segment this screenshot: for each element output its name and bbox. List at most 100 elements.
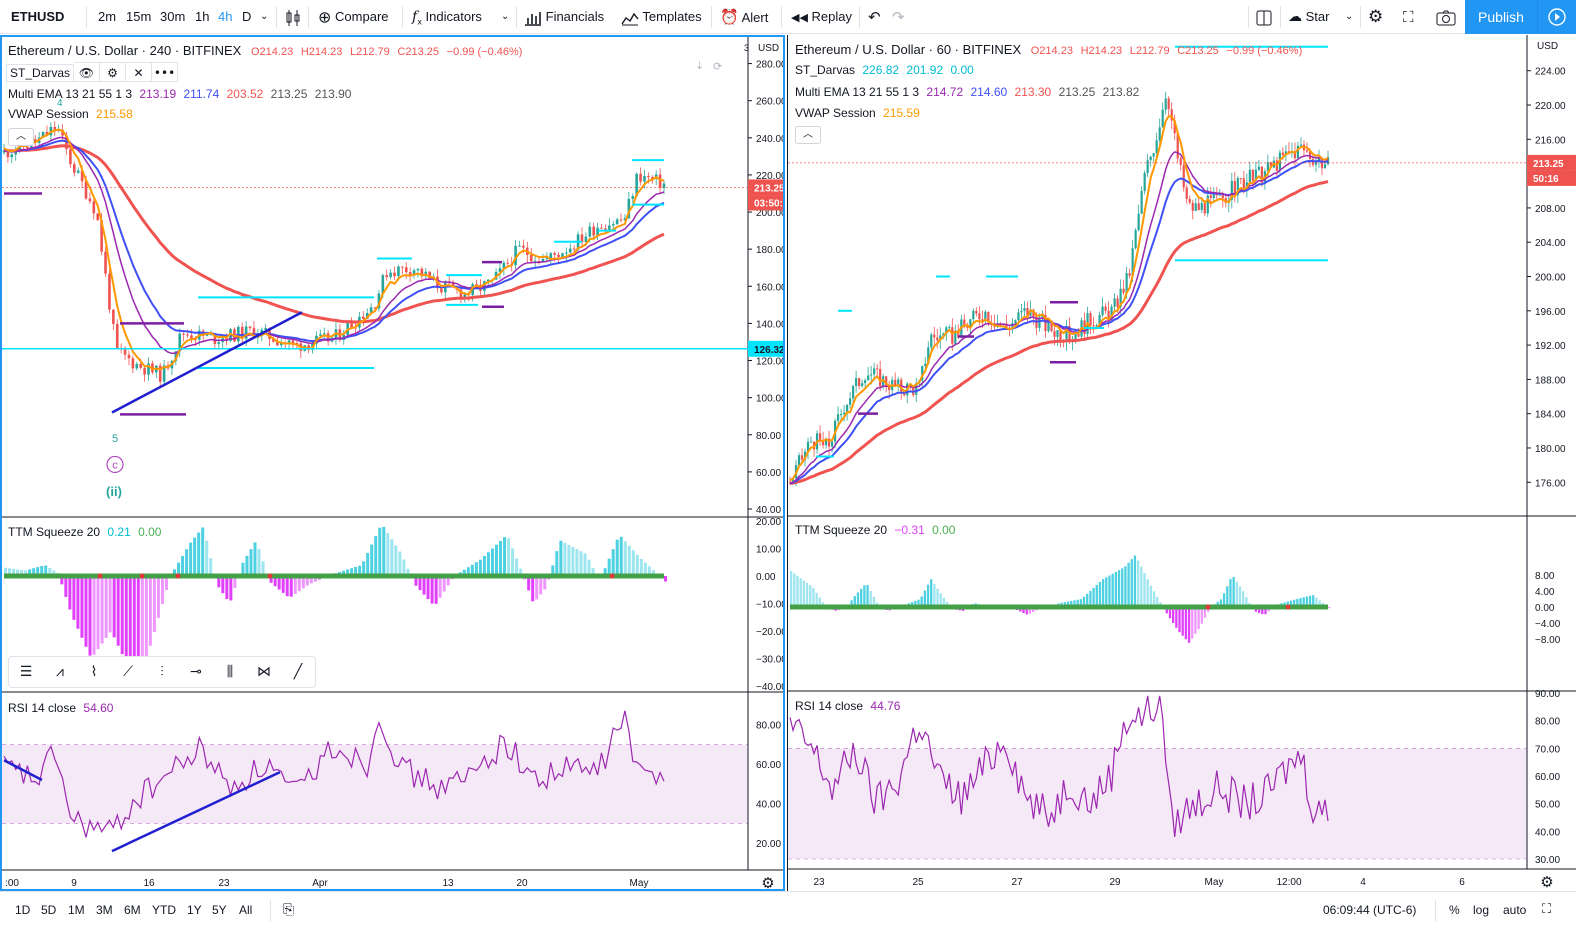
right-legend-ema[interactable]: Multi EMA 13 21 55 1 3 214.72 214.60 213… — [795, 85, 1139, 99]
candle-body — [322, 333, 326, 335]
left-legend-darvas[interactable]: ST_Darvas 👁 ⚙ ✕ ••• — [6, 62, 179, 82]
interval-D[interactable]: D — [242, 9, 252, 24]
ema-55-line — [3, 144, 665, 324]
candle-body — [1248, 169, 1251, 183]
right-ttm-legend[interactable]: TTM Squeeze 20 −0.31 0.00 — [795, 523, 955, 537]
right-darvas-v2: 201.92 — [906, 63, 944, 77]
range-5Y[interactable]: 5Y — [212, 903, 227, 917]
range-3M[interactable]: 3M — [96, 903, 113, 917]
right-legend-vwap[interactable]: VWAP Session 215.59 — [795, 106, 920, 120]
percent-scale-toggle[interactable]: % — [1449, 903, 1460, 917]
collapse-legend-chevron-up-icon[interactable]: ︿ — [795, 126, 821, 144]
range-All[interactable]: All — [239, 903, 253, 917]
log-scale-toggle[interactable]: log — [1473, 903, 1490, 917]
candle-body — [924, 363, 927, 366]
remove-indicator-close-icon[interactable]: ✕ — [126, 62, 153, 82]
interval-dropdown-chevron-icon[interactable]: ⌄ — [260, 11, 269, 22]
compare-label: Compare — [335, 9, 389, 24]
financials-button[interactable]: Financials — [524, 0, 604, 34]
gann-fan-icon[interactable]: ⫼ — [226, 664, 234, 680]
range-5D[interactable]: 5D — [41, 903, 57, 917]
left-ttm-legend[interactable]: TTM Squeeze 20 0.21 0.00 — [8, 525, 161, 539]
left-symbol-title[interactable]: Ethereum / U.S. Dollar · 240 · BITFINEX — [8, 43, 242, 58]
save-layout-button[interactable]: ☁ Star — [1288, 0, 1329, 34]
toolbar-divider — [1360, 6, 1361, 28]
left-legend-ema[interactable]: Multi EMA 13 21 55 1 3 213.19 211.74 203… — [8, 87, 351, 101]
left-legend-vwap[interactable]: VWAP Session 215.58 — [8, 107, 133, 121]
layout-button[interactable] — [1256, 0, 1272, 34]
symbol-search[interactable]: ETHUSD — [11, 9, 65, 24]
range-1Y[interactable]: 1Y — [187, 903, 202, 917]
clock-display[interactable]: 06:09:44 (UTC-6) — [1323, 903, 1417, 917]
indicators-chevron-icon[interactable]: ⌄ — [501, 11, 510, 22]
right-chart-canvas[interactable]: USD224.00220.00216.00212.00208.00204.002… — [788, 35, 1576, 891]
redo-icon[interactable]: ↷ — [892, 8, 905, 26]
interval-4h[interactable]: 4h — [218, 9, 233, 24]
fullscreen-icon[interactable]: ⛶ — [1403, 8, 1414, 26]
left-rsi-legend[interactable]: RSI 14 close 54.60 — [8, 701, 113, 715]
candle-body — [1077, 334, 1080, 337]
last-price-tag — [748, 179, 783, 196]
range-6M[interactable]: 6M — [124, 903, 141, 917]
layout-chevron-icon[interactable]: ⌄ — [1345, 11, 1354, 22]
chart-style-button[interactable] — [285, 0, 301, 34]
interval-2m[interactable]: 2m — [98, 9, 117, 24]
xabcd-pattern-icon[interactable]: ⋈ — [257, 664, 271, 680]
squeeze-histogram-bar — [571, 547, 575, 576]
rsi-tick-label: 50.00 — [1535, 800, 1560, 811]
collapse-legend-chevron-up-icon[interactable]: ︿ — [8, 128, 34, 146]
range-1M[interactable]: 1M — [68, 903, 85, 917]
squeeze-histogram-bar — [281, 576, 285, 593]
interval-1h[interactable]: 1h — [195, 9, 210, 24]
interval-30m[interactable]: 30m — [160, 9, 186, 24]
candle-body — [803, 451, 807, 460]
currency-label: USD — [1537, 41, 1558, 52]
squeeze-histogram-bar — [148, 576, 152, 646]
indicator-settings-gear-icon[interactable]: ⚙ — [100, 62, 127, 82]
right-symbol-title[interactable]: Ethereum / U.S. Dollar · 60 · BITFINEX — [795, 42, 1022, 57]
settings-gear-icon[interactable]: ⚙ — [1368, 7, 1384, 27]
publish-button[interactable]: Publish — [1465, 0, 1537, 34]
undo-icon[interactable]: ↶ — [868, 8, 881, 26]
left-chart-canvas[interactable]: USD3280.00260.00240.00220.00200.00180.00… — [2, 37, 783, 889]
alert-button[interactable]: ⏰ Alert — [720, 0, 768, 34]
date-range-calendar-icon[interactable]: ⎘ — [283, 902, 295, 918]
wave-label-ii: (ii) — [106, 484, 122, 499]
candle-body — [295, 342, 299, 344]
range-YTD[interactable]: YTD — [152, 903, 176, 917]
right-chart[interactable]: USD224.00220.00216.00212.00208.00204.002… — [787, 35, 1576, 891]
candle-body — [1203, 203, 1206, 214]
play-button[interactable] — [1537, 0, 1576, 34]
right-rsi-legend[interactable]: RSI 14 close 44.76 — [795, 699, 900, 713]
squeeze-histogram-bar — [92, 576, 96, 655]
squeeze-histogram-bar — [374, 536, 378, 576]
replay-button[interactable]: ◀◀ Replay — [791, 0, 852, 34]
range-1D[interactable]: 1D — [15, 903, 31, 917]
horizontal-lines-icon[interactable]: ☰ — [19, 664, 33, 680]
visibility-eye-icon[interactable]: 👁 — [74, 62, 101, 82]
horizontal-ray-icon[interactable]: ⊸ — [190, 664, 202, 680]
templates-button[interactable]: Templates — [621, 0, 702, 34]
wave-pattern-icon[interactable]: ⌇ — [90, 664, 98, 680]
pitchfork-icon[interactable]: ⫶ — [160, 664, 164, 680]
fit-screen-corners-icon[interactable]: ⛶ — [1542, 902, 1552, 917]
left-chart[interactable]: USD3280.00260.00240.00220.00200.00180.00… — [0, 35, 785, 891]
candle-body — [350, 322, 353, 328]
candle-body — [459, 289, 463, 299]
squeeze-histogram-bar — [818, 597, 821, 607]
compare-button[interactable]: ⊕ Compare — [318, 0, 389, 34]
interval-15m[interactable]: 15m — [126, 9, 152, 24]
right-ttm-name: TTM Squeeze 20 — [795, 523, 888, 537]
squeeze-histogram-bar — [140, 576, 144, 671]
squeeze-histogram-bar — [16, 569, 20, 576]
squeeze-histogram-bar — [1226, 586, 1229, 607]
snapshot-button[interactable] — [1436, 0, 1456, 34]
candle-body — [1134, 230, 1137, 249]
trend-angle-icon[interactable]: ⟋ — [123, 664, 133, 680]
abcd-pattern-icon[interactable]: ⩘ — [56, 664, 64, 680]
auto-scale-toggle[interactable]: auto — [1503, 903, 1527, 917]
indicators-button[interactable]: fx Indicators — [412, 9, 482, 27]
right-legend-darvas[interactable]: ST_Darvas 226.82 201.92 0.00 — [795, 63, 974, 77]
trend-line-icon[interactable]: ╱ — [293, 664, 303, 680]
more-options-icon[interactable]: ••• — [152, 62, 179, 82]
